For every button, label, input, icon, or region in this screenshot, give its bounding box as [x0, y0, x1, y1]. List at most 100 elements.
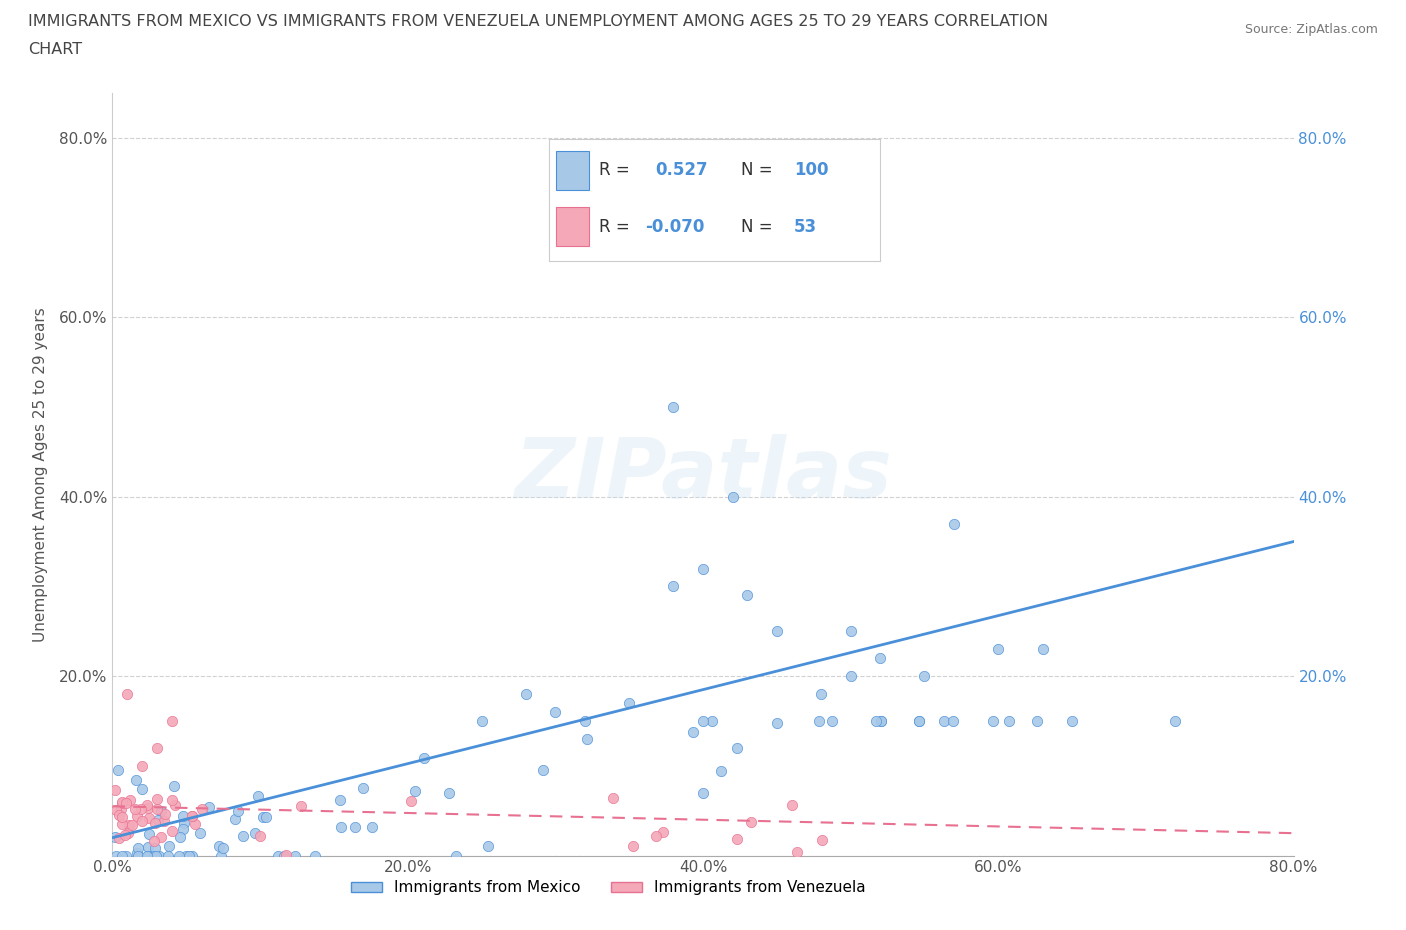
Point: [145, 848, 167, 863]
Point: [721, 489, 744, 504]
Point: [808, 713, 831, 728]
Point: [146, 740, 169, 755]
Point: [682, 725, 704, 740]
Point: [399, 793, 422, 808]
Point: [143, 841, 166, 856]
Point: [725, 831, 748, 846]
Point: [211, 841, 233, 856]
Point: [737, 588, 759, 603]
Point: [645, 828, 668, 843]
Point: [544, 705, 567, 720]
Point: [839, 669, 862, 684]
Point: [914, 669, 936, 684]
Point: [981, 713, 1004, 728]
Point: [1026, 713, 1049, 728]
Point: [267, 848, 290, 863]
Point: [136, 848, 159, 863]
Point: [111, 817, 134, 831]
Point: [180, 809, 202, 824]
Point: [908, 713, 931, 728]
Point: [810, 686, 832, 701]
Point: [786, 844, 808, 859]
Point: [740, 815, 762, 830]
Point: [811, 832, 834, 847]
Point: [104, 783, 127, 798]
Point: [104, 848, 127, 863]
Text: ZIPatlas: ZIPatlas: [515, 433, 891, 515]
Point: [1032, 642, 1054, 657]
Point: [127, 848, 149, 863]
Point: [343, 819, 366, 834]
Text: Source: ZipAtlas.com: Source: ZipAtlas.com: [1244, 23, 1378, 36]
Point: [142, 834, 165, 849]
Point: [273, 848, 295, 863]
Point: [224, 812, 246, 827]
Point: [208, 839, 231, 854]
Point: [329, 793, 352, 808]
Text: CHART: CHART: [28, 42, 82, 57]
Point: [125, 845, 148, 860]
Point: [662, 400, 685, 415]
Point: [117, 686, 138, 701]
Point: [107, 763, 129, 777]
Point: [115, 848, 138, 863]
Point: [444, 848, 467, 863]
Point: [361, 820, 384, 835]
Point: [865, 713, 887, 728]
Point: [160, 792, 183, 807]
Point: [869, 651, 891, 666]
Point: [138, 810, 160, 825]
Point: [131, 782, 153, 797]
Point: [329, 820, 352, 835]
Point: [118, 793, 141, 808]
Point: [619, 696, 641, 711]
Point: [111, 809, 134, 824]
Point: [721, 238, 744, 253]
Point: [190, 801, 212, 816]
Point: [254, 810, 277, 825]
Point: [869, 713, 891, 728]
Point: [115, 795, 138, 810]
Point: [104, 830, 127, 844]
Point: [135, 848, 157, 863]
Point: [232, 829, 254, 844]
Point: [148, 848, 170, 863]
Point: [150, 830, 173, 844]
Point: [515, 686, 537, 701]
Point: [987, 642, 1010, 657]
Point: [167, 848, 190, 863]
Point: [111, 848, 134, 863]
Point: [1164, 713, 1187, 728]
Point: [531, 763, 554, 777]
Point: [780, 798, 803, 813]
Point: [576, 731, 599, 746]
Point: [135, 798, 157, 813]
Point: [146, 802, 169, 817]
Point: [136, 801, 159, 816]
Point: [243, 826, 266, 841]
Point: [124, 802, 146, 817]
Y-axis label: Unemployment Among Ages 25 to 29 years: Unemployment Among Ages 25 to 29 years: [32, 307, 48, 642]
Point: [160, 713, 183, 728]
Point: [246, 789, 269, 804]
Point: [127, 840, 149, 855]
Point: [869, 713, 891, 728]
Point: [470, 713, 494, 728]
Point: [710, 764, 733, 778]
Point: [108, 831, 131, 846]
Point: [249, 829, 271, 844]
Point: [136, 840, 159, 855]
Point: [839, 624, 862, 639]
Point: [114, 828, 136, 843]
Point: [143, 848, 166, 863]
Point: [820, 713, 842, 728]
Point: [651, 824, 673, 839]
Point: [209, 848, 232, 863]
Point: [129, 801, 152, 816]
Point: [934, 713, 956, 728]
Text: IMMIGRANTS FROM MEXICO VS IMMIGRANTS FROM VENEZUELA UNEMPLOYMENT AMONG AGES 25 T: IMMIGRANTS FROM MEXICO VS IMMIGRANTS FRO…: [28, 14, 1049, 29]
Point: [169, 830, 191, 844]
Point: [105, 803, 128, 817]
Point: [692, 561, 714, 576]
Point: [150, 804, 173, 818]
